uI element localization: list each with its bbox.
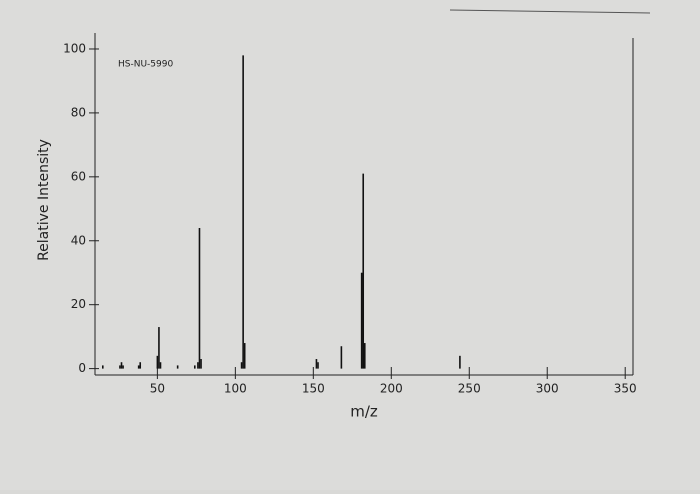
x-axis-label: m/z bbox=[350, 403, 378, 421]
x-tick-label: 200 bbox=[380, 382, 403, 396]
y-tick-label: 40 bbox=[71, 233, 86, 247]
x-tick-label: 250 bbox=[458, 382, 481, 396]
y-tick-label: 0 bbox=[78, 361, 86, 375]
x-tick-label: 350 bbox=[614, 382, 637, 396]
x-tick-label: 150 bbox=[302, 382, 325, 396]
annotation: HS-NU-5990 bbox=[118, 60, 173, 70]
pen-line bbox=[449, 9, 651, 14]
y-tick-label: 100 bbox=[63, 41, 86, 55]
y-tick-label: 20 bbox=[71, 297, 86, 311]
y-axis-label: Relative Intensity bbox=[36, 139, 52, 261]
y-tick-label: 60 bbox=[71, 169, 86, 183]
x-tick-label: 100 bbox=[224, 382, 247, 396]
y-tick-label: 80 bbox=[71, 105, 86, 119]
x-tick-label: 300 bbox=[536, 382, 559, 396]
x-tick-label: 50 bbox=[150, 382, 165, 396]
